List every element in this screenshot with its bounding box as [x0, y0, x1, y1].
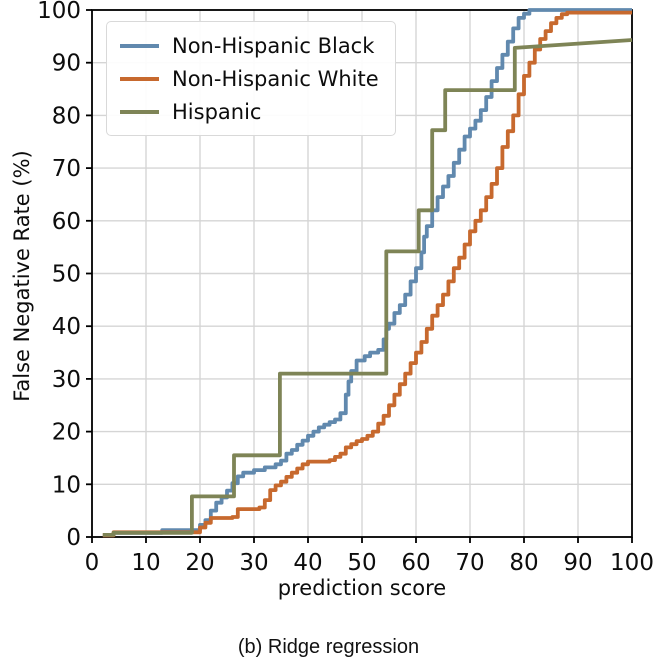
x-tick-label: 50: [347, 550, 376, 576]
x-tick-label: 30: [239, 550, 268, 576]
y-tick-label: 90: [52, 51, 81, 77]
series-line-hispanic: [102, 38, 633, 537]
y-tick-label: 10: [52, 472, 81, 498]
y-tick-label: 60: [52, 209, 81, 235]
x-tick-label: 0: [85, 550, 100, 576]
legend-item: Non-Hispanic Black: [120, 31, 379, 60]
x-tick-label: 90: [563, 550, 592, 576]
y-tick-label: 50: [52, 262, 81, 288]
y-tick-label: 70: [52, 156, 81, 182]
legend-label: Non-Hispanic Black: [172, 33, 375, 58]
legend-swatch: [120, 43, 159, 48]
x-tick-label: 10: [131, 550, 160, 576]
x-tick-label: 100: [610, 550, 654, 576]
x-tick-label: 20: [185, 550, 214, 576]
series-line-non-hispanic-black: [108, 8, 632, 537]
y-tick-label: 80: [52, 103, 81, 129]
y-tick-label: 100: [37, 0, 81, 24]
y-tick-label: 30: [52, 367, 81, 393]
x-tick-label: 70: [455, 550, 484, 576]
legend-item: Hispanic: [120, 97, 379, 126]
y-axis-label: False Negative Rate (%): [10, 150, 34, 402]
legend-label: Non-Hispanic White: [172, 66, 379, 91]
legend-swatch: [120, 76, 159, 81]
y-tick-label: 20: [52, 420, 81, 446]
y-tick-label: 40: [52, 314, 81, 340]
legend-item: Non-Hispanic White: [120, 64, 379, 93]
series-line-non-hispanic-white: [102, 10, 632, 538]
x-tick-label: 40: [293, 550, 322, 576]
legend-label: Hispanic: [172, 99, 262, 124]
x-tick-label: 60: [401, 550, 430, 576]
x-axis-label: prediction score: [277, 576, 447, 600]
legend-swatch: [120, 109, 159, 114]
y-tick-label: 0: [66, 525, 81, 551]
legend: Non-Hispanic Black Non-Hispanic White Hisp…: [106, 21, 396, 136]
x-tick-label: 80: [509, 550, 538, 576]
figure-caption: (b) Ridge regression: [237, 636, 420, 658]
